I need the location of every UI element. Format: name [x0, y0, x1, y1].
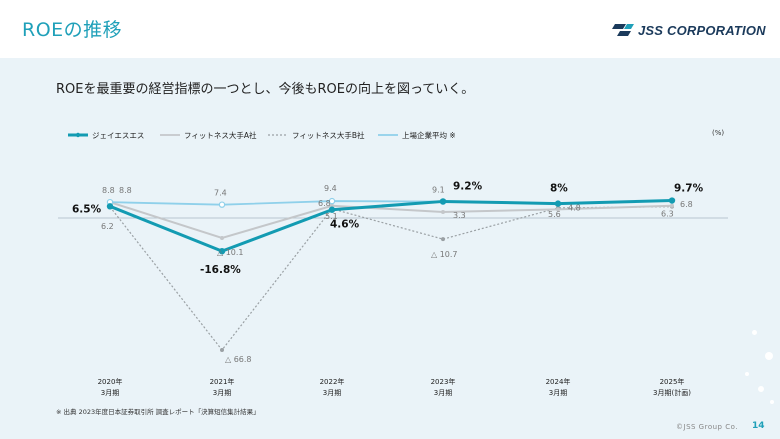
data-point-0-2 — [328, 206, 336, 213]
footnote: ※ 出典 2023年度日本証券取引所 調査レポート「決算短信集計結果」 — [56, 408, 260, 416]
data-label-0-5: 9.7% — [674, 183, 704, 195]
data-label-1-0: 8.8 — [119, 186, 132, 195]
legend-marker-0 — [75, 132, 81, 138]
data-point-3-1 — [218, 201, 226, 208]
x-tick-sub-label-2: 3月期 — [323, 389, 341, 397]
data-label-0-3: 9.2% — [453, 180, 483, 192]
series-line-1 — [109, 201, 673, 240]
page-number: 14 — [752, 421, 765, 431]
page-title: ROEの推移 — [22, 19, 123, 41]
data-point-2-3 — [441, 237, 445, 242]
data-label-3-1: 7.4 — [214, 189, 227, 198]
x-tick-label-0: 2020年 — [98, 377, 123, 386]
data-label-0-0: 6.5% — [72, 203, 102, 215]
x-tick-sub-label-5: 3月期(計画) — [653, 388, 691, 397]
series-line-3 — [109, 200, 444, 206]
data-point-1-1 — [220, 235, 224, 240]
data-label-2-3: △ 10.7 — [431, 250, 458, 259]
x-tick-label-2: 2022年 — [320, 377, 345, 386]
x-tick-label-4: 2024年 — [546, 377, 571, 386]
data-label-2-0: 6.2 — [101, 222, 114, 231]
data-label-2-1: △ 66.8 — [225, 355, 252, 364]
page-subtitle: ROEを最重要の経営指標の一つとし、今後もROEの向上を図っていく。 — [56, 82, 475, 97]
data-label-1-4: 4.8 — [568, 203, 581, 212]
data-point-0-0 — [106, 203, 114, 210]
data-point-1-4 — [556, 207, 560, 212]
decorative-dot — [745, 372, 749, 376]
decorative-dot — [770, 400, 774, 404]
data-label-3-2: 9.4 — [324, 184, 337, 193]
data-label-2-4: 5.6 — [548, 210, 561, 219]
legend-label-0: ジェイエスエス — [92, 131, 144, 140]
copyright: ©JSS Group Co. — [676, 423, 738, 431]
data-label-2-5: 6.3 — [661, 210, 674, 219]
series-line-2 — [109, 206, 673, 351]
jss-logo-icon — [612, 24, 634, 36]
legend-label-2: フィットネス大手B社 — [292, 130, 365, 140]
data-label-0-1: -16.8% — [200, 264, 241, 276]
data-label-1-1: △ 10.1 — [217, 248, 244, 257]
decorative-dot — [765, 352, 773, 360]
data-point-3-2 — [328, 197, 336, 205]
company-logo: JSS CORPORATION — [612, 20, 766, 40]
header-bar — [0, 0, 780, 58]
data-label-3-0: 8.8 — [102, 186, 115, 195]
x-tick-label-1: 2021年 — [210, 377, 235, 386]
x-tick-sub-label-4: 3月期 — [549, 389, 567, 397]
data-label-1-2: 6.8 — [318, 199, 331, 208]
x-tick-sub-label-1: 3月期 — [213, 389, 231, 397]
decorative-dot — [752, 330, 757, 335]
legend-label-3: 上場企業平均 ※ — [402, 130, 456, 140]
data-point-0-4 — [554, 200, 562, 207]
x-tick-sub-label-3: 3月期 — [434, 389, 452, 397]
data-point-2-1 — [220, 348, 224, 352]
data-label-3-3: 9.1 — [432, 186, 445, 195]
data-label-1-5: 6.8 — [680, 200, 693, 209]
x-tick-label-3: 2023年 — [431, 377, 456, 386]
data-point-0-1 — [218, 247, 226, 255]
data-point-1-5 — [670, 203, 674, 208]
decorative-dot — [758, 386, 764, 392]
data-point-1-3 — [441, 210, 445, 215]
data-label-2-2: 5.1 — [325, 212, 338, 221]
data-label-1-3: 3.3 — [453, 211, 466, 220]
series-line-0 — [109, 199, 673, 253]
data-point-0-5 — [668, 197, 676, 204]
x-tick-label-5: 2025年 — [660, 377, 685, 386]
x-tick-sub-label-0: 3月期 — [101, 389, 119, 397]
data-label-0-4: 8% — [550, 183, 568, 195]
data-point-0-3 — [439, 198, 447, 205]
legend-label-1: フィットネス大手A社 — [184, 130, 257, 140]
brand-name: JSS CORPORATION — [638, 22, 766, 38]
unit-label: (%) — [712, 129, 724, 137]
data-label-0-2: 4.6% — [330, 219, 360, 231]
